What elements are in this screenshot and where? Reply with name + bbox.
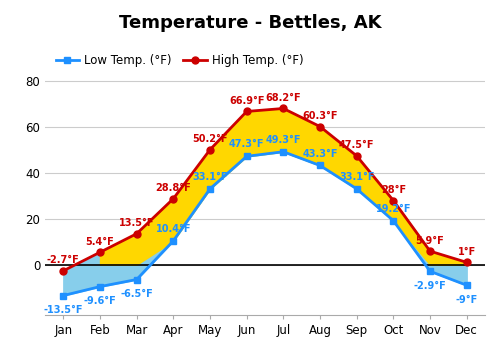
Text: 10.4°F: 10.4°F: [156, 224, 191, 234]
Text: 49.3°F: 49.3°F: [266, 135, 301, 145]
Text: 13.5°F: 13.5°F: [119, 218, 154, 228]
Text: Temperature - Bettles, AK: Temperature - Bettles, AK: [119, 14, 382, 32]
Text: 28.8°F: 28.8°F: [156, 183, 191, 193]
Text: -13.5°F: -13.5°F: [44, 305, 83, 315]
Text: 68.2°F: 68.2°F: [266, 93, 301, 103]
Text: 5.4°F: 5.4°F: [86, 237, 114, 247]
Text: -6.5°F: -6.5°F: [120, 289, 153, 299]
Text: 5.9°F: 5.9°F: [416, 236, 444, 246]
Legend: Low Temp. (°F), High Temp. (°F): Low Temp. (°F), High Temp. (°F): [51, 50, 308, 72]
Text: 1°F: 1°F: [458, 247, 476, 257]
Text: 50.2°F: 50.2°F: [192, 134, 228, 144]
Text: 47.3°F: 47.3°F: [229, 139, 264, 149]
Text: -2.9°F: -2.9°F: [414, 281, 446, 291]
Text: 33.1°F: 33.1°F: [339, 172, 374, 182]
Text: -2.7°F: -2.7°F: [47, 255, 80, 265]
Text: 19.2°F: 19.2°F: [376, 204, 411, 214]
Text: 66.9°F: 66.9°F: [229, 96, 264, 106]
Text: 43.3°F: 43.3°F: [302, 148, 338, 159]
Text: 60.3°F: 60.3°F: [302, 111, 338, 121]
Text: -9.6°F: -9.6°F: [84, 296, 116, 306]
Text: 47.5°F: 47.5°F: [339, 140, 374, 150]
Text: 28°F: 28°F: [381, 185, 406, 195]
Text: -9°F: -9°F: [456, 295, 478, 305]
Text: 33.1°F: 33.1°F: [192, 172, 228, 182]
